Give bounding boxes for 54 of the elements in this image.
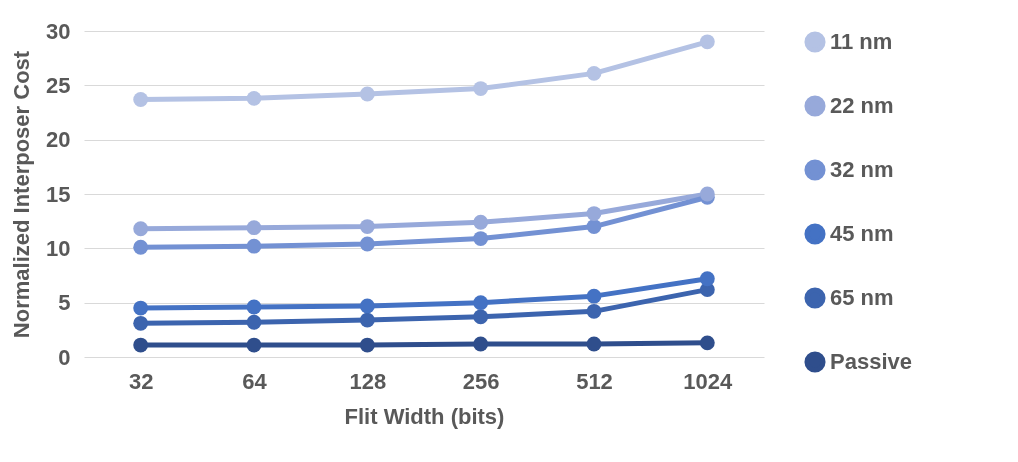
legend-label: 65 nm [830,285,894,310]
legend-label: 45 nm [830,221,894,246]
point [246,314,262,330]
legend-label: 32 nm [830,157,894,182]
point [359,312,375,328]
point [586,336,602,352]
point [246,220,262,236]
point [359,298,375,314]
point [133,239,149,255]
x-tick-label: 256 [462,368,500,394]
point [699,335,715,351]
point [133,315,149,331]
point [246,238,262,254]
point [359,236,375,252]
point [586,206,602,221]
point [133,221,149,237]
y-tick-label: 5 [58,290,71,316]
y-tick-label: 20 [46,127,71,153]
point [359,337,375,353]
x-axis-title: Flit Width (bits) [344,403,505,429]
x-tick-label: 512 [576,368,613,394]
legend-label: 11 nm [830,29,893,54]
x-tick-label: 32 [128,368,154,394]
point [699,34,715,50]
point [473,81,489,96]
point [133,300,149,316]
point [359,86,375,102]
legend-label: 22 nm [830,93,894,118]
point [473,214,489,230]
y-tick-label: 0 [58,344,71,370]
point [473,309,489,325]
point [246,337,262,353]
point [699,271,715,287]
point [133,337,149,353]
point [473,295,489,311]
point [473,231,489,246]
point [246,90,262,106]
point [586,219,602,234]
x-tick-label: 64 [242,368,268,394]
point [246,299,262,315]
y-tick-label: 10 [46,235,71,261]
point [133,92,149,107]
y-tick-label: 15 [46,181,71,207]
point [586,303,602,319]
x-tick-label: 1024 [683,368,734,394]
legend-label: Passive [830,349,912,374]
y-tick-label: 25 [46,72,71,98]
y-tick-label: 30 [46,18,71,44]
x-tick-label: 128 [349,368,387,394]
point [359,219,375,234]
point [586,65,602,81]
point [473,336,489,352]
point [586,288,602,304]
y-axis-title: Normalized Interposer Cost [9,50,35,339]
